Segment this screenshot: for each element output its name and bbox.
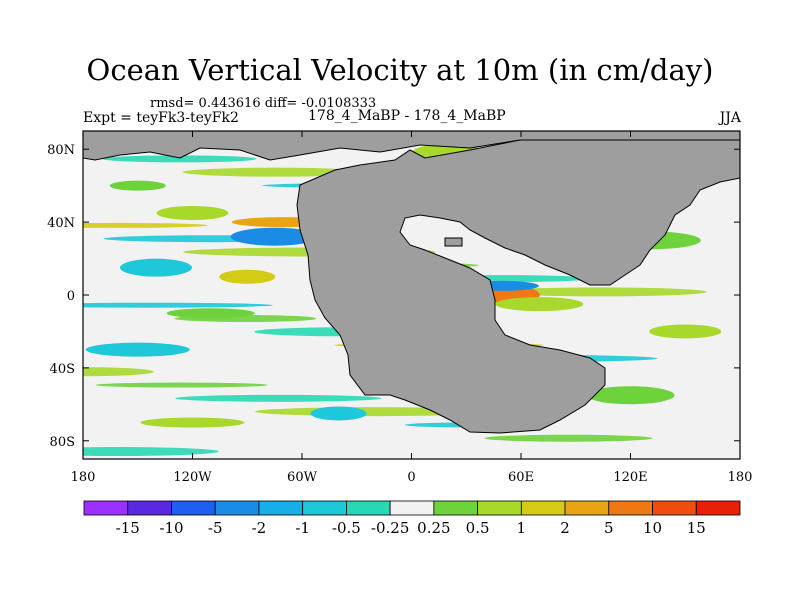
stats-label: rmsd= 0.443616 diff= -0.0108333 xyxy=(150,96,377,111)
colorbar-label: 0.5 xyxy=(466,519,490,537)
anomaly-region xyxy=(586,386,675,405)
colorbar-label: -1 xyxy=(295,519,310,537)
field-streak xyxy=(492,287,707,297)
chart-title: Ocean Vertical Velocity at 10m (in cm/da… xyxy=(86,53,714,87)
anomaly-region xyxy=(230,227,319,246)
colorbar-label: -15 xyxy=(116,519,140,537)
x-tick-label: 120E xyxy=(613,470,647,485)
colorbar-swatch xyxy=(258,500,304,516)
colorbar-swatch xyxy=(608,500,653,516)
colorbar-label: 5 xyxy=(604,519,614,537)
x-tick-label: 120W xyxy=(173,470,212,485)
colorbar-swatch xyxy=(564,500,610,516)
land-arctic xyxy=(83,131,740,161)
y-axis: 80N 40N 0 40S 80S xyxy=(47,143,740,450)
land-island xyxy=(444,237,463,247)
y-tick-label: 40N xyxy=(47,216,75,231)
colorbar-swatch xyxy=(345,500,391,516)
colorbar-label: -5 xyxy=(208,519,223,537)
anomaly-region xyxy=(156,206,229,220)
colorbar-label: -0.5 xyxy=(332,519,361,537)
anomaly-region xyxy=(219,269,276,284)
field-streak xyxy=(83,222,208,228)
x-tick-label: 60W xyxy=(287,470,318,485)
field-streak xyxy=(83,367,154,377)
colorbar-swatch xyxy=(83,500,129,516)
colorbar-swatch xyxy=(695,500,741,516)
x-tick-label: 180 xyxy=(728,470,753,485)
season-label: JJA xyxy=(719,110,741,126)
anomaly-region xyxy=(310,406,367,421)
colorbar-swatch xyxy=(477,500,522,516)
field-streak xyxy=(83,302,273,308)
x-tick-label: 0 xyxy=(407,470,415,485)
anomaly-region xyxy=(495,297,584,312)
colorbar-swatch xyxy=(171,500,216,516)
anomaly-region xyxy=(649,324,722,339)
y-tick-label: 40S xyxy=(50,362,75,377)
colorbar-swatch xyxy=(433,500,479,516)
case-label: 178_4_MaBP - 178_4_MaBP xyxy=(308,108,506,124)
colorbar-label: -10 xyxy=(159,519,183,537)
field-streak xyxy=(83,447,219,457)
experiment-label: Expt = teyFk3-teyFk2 xyxy=(83,110,239,126)
anomaly-region xyxy=(85,342,190,357)
colorbar-label: -0.25 xyxy=(371,519,409,537)
x-tick-label: 60E xyxy=(508,470,534,485)
field-streak xyxy=(95,382,268,388)
colorbar-label: -2 xyxy=(252,519,267,537)
x-tick-label: 180 xyxy=(71,470,96,485)
colorbar-swatch xyxy=(652,500,697,516)
anomaly-region xyxy=(166,308,255,319)
y-tick-label: 0 xyxy=(67,289,75,304)
y-tick-label: 80S xyxy=(50,435,75,450)
field-streak xyxy=(175,394,382,402)
colorbar-label: 0.25 xyxy=(417,519,450,537)
anomaly-region xyxy=(109,180,166,191)
field-streak xyxy=(102,155,257,163)
field-streak xyxy=(484,434,653,442)
colorbar-label: 10 xyxy=(643,519,662,537)
colorbar-label: 1 xyxy=(517,519,527,537)
y-tick-label: 80N xyxy=(47,143,75,158)
colorbar: -15 -10 -5 -2 -1 -0.5 -0.25 0.25 0.5 1 2 5 10 15 xyxy=(83,500,741,537)
colorbar-swatch xyxy=(214,500,260,516)
land-mask xyxy=(83,131,740,434)
colorbar-swatch xyxy=(389,500,435,516)
x-axis: 180 120W 60W 0 60E 120E 180 xyxy=(71,131,753,485)
colorbar-swatch xyxy=(302,500,347,516)
land-west-continent xyxy=(296,134,740,434)
colorbar-swatch xyxy=(520,500,566,516)
anomaly-region xyxy=(120,258,192,277)
anomaly-region xyxy=(140,417,245,428)
colorbar-label: 15 xyxy=(687,519,706,537)
colorbar-label: 2 xyxy=(560,519,570,537)
colorbar-swatch xyxy=(127,500,172,516)
